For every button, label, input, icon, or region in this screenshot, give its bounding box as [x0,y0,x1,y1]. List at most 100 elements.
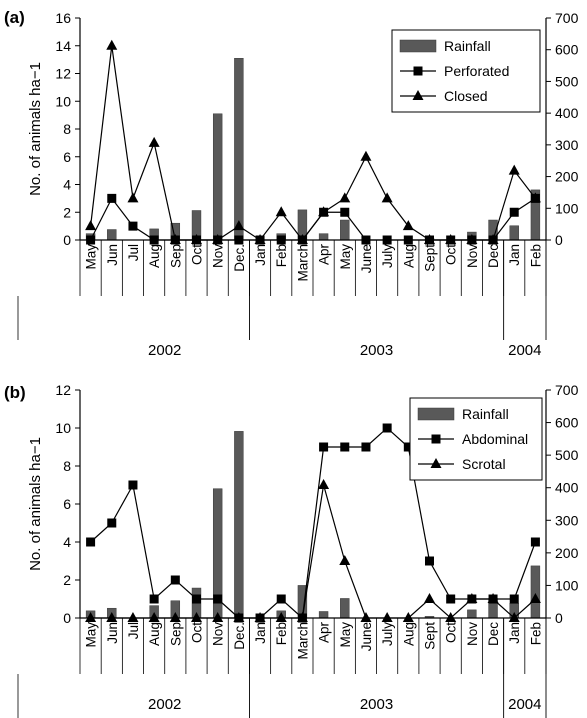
triangle-marker [402,612,414,622]
triangle-marker [339,555,351,565]
series-line-closed [89,45,536,241]
legend-label: Perforated [444,63,509,79]
triangle-marker [466,234,478,244]
month-label: June [359,622,374,651]
right-tick-label: 0 [555,610,563,626]
triangle-marker [233,612,245,622]
square-marker [530,537,540,547]
square-marker [213,594,223,604]
month-label: May [338,244,353,270]
triangle-marker [424,234,435,244]
triangle-marker [85,220,97,231]
triangle-marker [487,234,499,244]
square-marker [107,518,117,528]
triangle-marker [318,479,330,489]
triangle-marker [191,612,202,622]
triangle-marker [296,612,308,622]
triangle-marker [424,593,435,603]
right-tick-label: 100 [555,200,579,216]
left-tick-label: 16 [55,10,71,26]
square-marker [509,207,519,217]
panel-label: (a) [4,8,25,27]
month-label: Dec [486,244,501,268]
year-label: 2002 [148,342,181,359]
triangle-marker [127,192,139,203]
triangle-marker [212,234,224,244]
right-tick-label: 600 [555,42,579,58]
rainfall-bar [234,431,244,619]
square-marker [509,594,519,604]
right-tick-label: 300 [555,137,579,153]
right-tick-label: 200 [555,169,579,185]
rainfall-bar [530,565,541,619]
month-label: May [338,622,353,648]
square-marker [149,594,159,604]
triangle-marker [529,192,541,203]
month-label: June [359,244,374,273]
year-label: 2003 [360,342,393,359]
month-label: Apr [317,622,332,644]
year-label: 2003 [360,696,393,713]
month-label: Nov [211,244,226,268]
triangle-marker [169,612,181,622]
triangle-marker [445,234,457,244]
right-tick-label: 100 [555,577,579,593]
rainfall-bar [318,611,329,619]
month-label: Sept [423,622,438,650]
left-tick-label: 2 [63,572,71,588]
triangle-marker [529,593,541,603]
right-tick-label: 500 [555,447,579,463]
rainfall-bar [340,598,350,619]
square-marker [361,235,371,245]
right-tick-label: 0 [555,232,563,248]
triangle-marker [85,612,97,622]
month-label: July [380,244,395,268]
square-marker [319,442,329,452]
square-marker [382,423,392,433]
triangle-marker [360,612,372,622]
month-label: Oct [190,622,205,643]
triangle-marker [275,206,287,217]
left-tick-label: 4 [63,534,71,550]
month-label: Feb [274,244,289,267]
legend-square-marker [413,66,423,76]
month-label: Jan [253,622,268,644]
left-tick-label: 2 [63,204,71,220]
month-label: Jun [105,622,120,644]
square-marker [382,235,392,245]
square-marker [340,442,350,452]
month-label: Nov [465,622,480,646]
right-tick-label: 300 [555,512,579,528]
left-tick-label: 10 [55,420,71,436]
month-label: Jul [126,244,141,261]
square-marker [340,207,350,217]
triangle-marker [466,593,478,603]
triangle-marker [402,220,414,231]
month-label: Sep [168,622,183,646]
year-label: 2004 [508,696,541,713]
month-label: Dec. [232,244,247,272]
month-label: Oct [444,244,459,265]
chart-panel-b: (b) No. of animals ha−1 0 2 4 6 8 10 12 0 100 200 30… [4,382,579,718]
rainfall-bar [509,225,519,241]
month-label: Nov [211,622,226,646]
triangle-marker [212,612,224,622]
left-tick-label: 10 [55,93,71,109]
month-label: March [295,244,310,282]
left-tick-label: 6 [63,496,71,512]
right-tick-label: 700 [555,10,579,26]
square-marker [86,537,96,547]
triangle-marker [508,164,520,175]
square-marker [149,235,159,245]
legend-label: Scrotal [462,456,506,472]
month-label: Jul [126,622,141,639]
month-label: Jan [507,622,522,644]
triangle-marker [445,612,457,622]
month-label: Oct [444,622,459,643]
month-label: Aug [147,622,162,646]
legend-label: Rainfall [444,38,491,54]
triangle-marker [233,220,245,231]
legend-triangle-marker [430,458,442,468]
chart-panel-a: (a) No. of animals ha−1 0 2 4 6 8 10 12 14 16 0 100 2… [4,8,579,359]
